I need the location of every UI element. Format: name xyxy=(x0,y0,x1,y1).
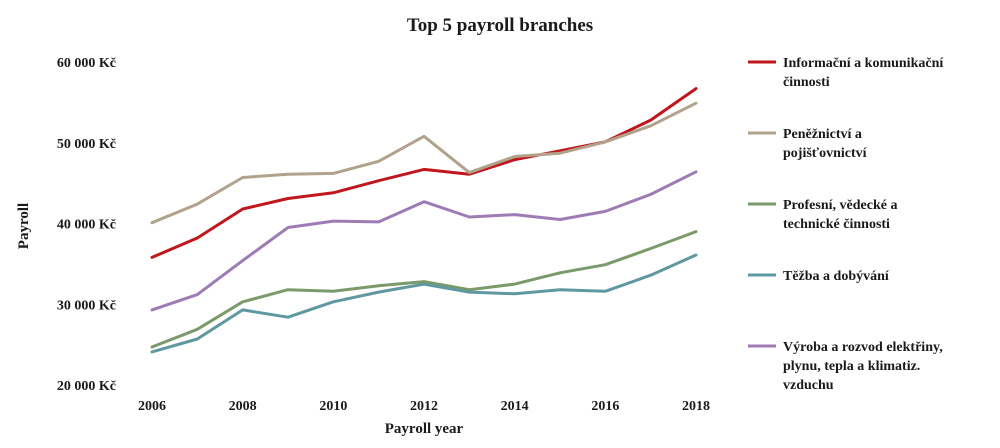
x-tick-label: 2006 xyxy=(138,399,166,414)
legend: Informační a komunikační činnosti Peněžnic… xyxy=(748,56,944,393)
x-tick-label: 2010 xyxy=(319,399,347,414)
series-line-5 xyxy=(150,170,698,312)
chart-title: Top 5 payroll branches xyxy=(407,15,593,36)
x-tick-label: 2012 xyxy=(410,399,438,414)
y-tick-label: 50 000 Kč xyxy=(57,137,116,152)
x-tick-label: 2018 xyxy=(682,399,710,414)
legend-label-2: Peněžnictví a pojišťovnictví xyxy=(783,127,868,161)
series-line-3 xyxy=(150,230,698,349)
y-tick-label: 30 000 Kč xyxy=(57,298,116,313)
y-tick-label: 20 000 Kč xyxy=(57,379,116,394)
y-tick-label: 40 000 Kč xyxy=(57,218,116,233)
legend-label-3: Profesní, vědecké a technické činnosti xyxy=(783,198,897,232)
y-tick-label: 60 000 Kč xyxy=(57,56,116,71)
series-line-4 xyxy=(150,253,698,354)
x-tick-label: 2008 xyxy=(229,399,257,414)
series-line-1 xyxy=(150,87,698,259)
x-tick-label: 2014 xyxy=(501,399,529,414)
x-axis-label: Payroll year xyxy=(385,421,464,437)
x-tick-label: 2016 xyxy=(591,399,619,414)
legend-label-1: Informační a komunikační činnosti xyxy=(783,56,944,90)
series-line-2 xyxy=(150,101,698,225)
legend-label-4: Těžba a dobývání xyxy=(783,269,890,284)
y-axis: 20 000 Kč 30 000 Kč 40 000 Kč 50 000 Kč 60 0… xyxy=(57,56,116,394)
plot-area xyxy=(150,87,698,354)
y-axis-label: Payroll xyxy=(16,203,32,249)
x-axis: 2006 2008 2010 2012 2014 2016 2018 xyxy=(138,399,710,414)
legend-label-5: Výroba a rozvod elektřiny, plynu, tepla a… xyxy=(783,340,943,393)
